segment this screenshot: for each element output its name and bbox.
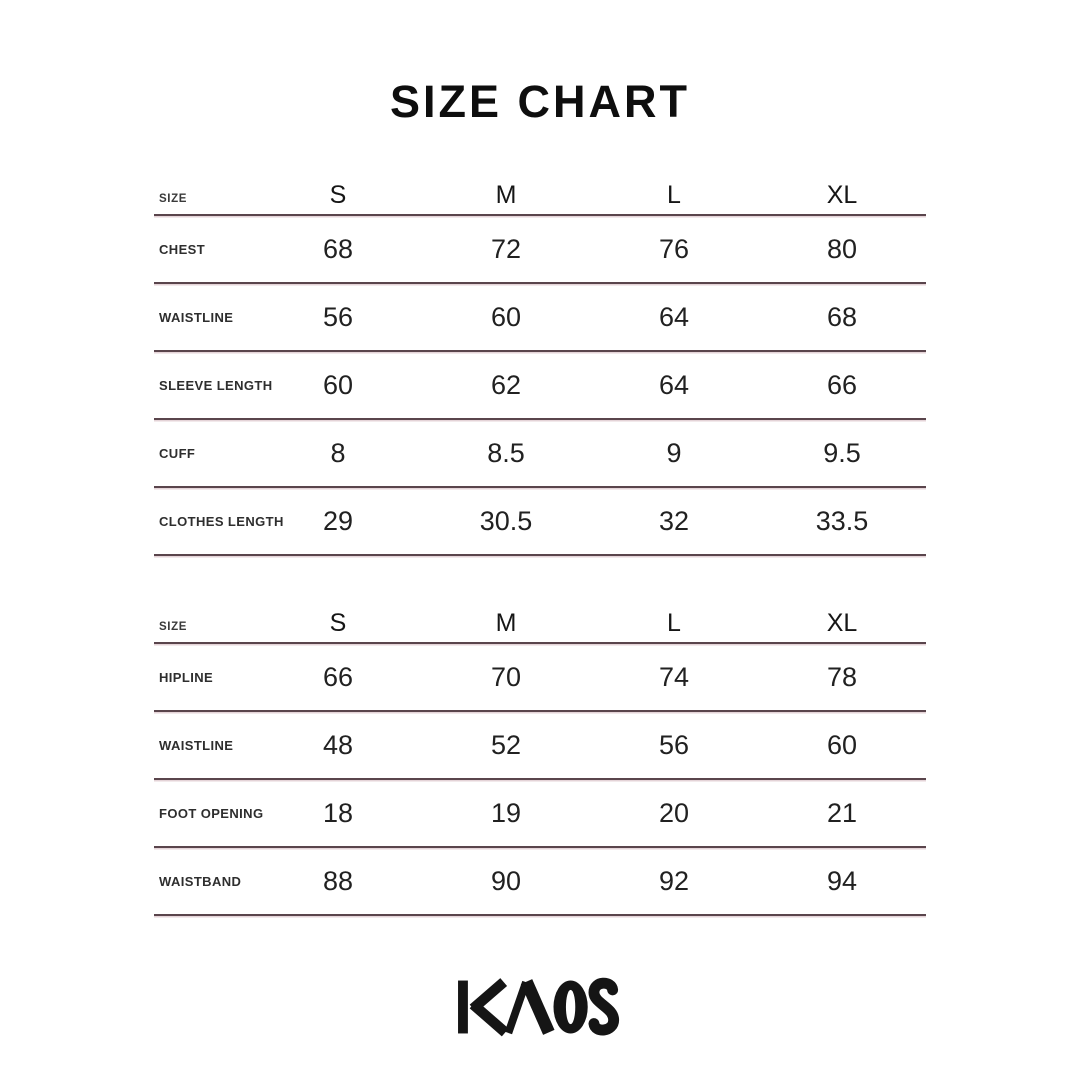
table-row-foot-opening: FOOT OPENING 18 19 20 21 bbox=[154, 780, 926, 848]
table-row-waistband: WAISTBAND 88 90 92 94 bbox=[154, 848, 926, 916]
column-header-xl: XL bbox=[826, 609, 858, 637]
cell-value: 74 bbox=[658, 661, 690, 692]
row-label: CHEST bbox=[159, 241, 206, 257]
cell-value: 64 bbox=[658, 301, 690, 332]
cell-value: 62 bbox=[490, 369, 522, 400]
cell-value: 66 bbox=[826, 369, 858, 400]
cell-value: 32 bbox=[658, 505, 690, 536]
cell-value: 78 bbox=[826, 661, 858, 692]
cell-value: 70 bbox=[490, 661, 522, 692]
table-row-hipline: HIPLINE 66 70 74 78 bbox=[154, 644, 926, 712]
column-header-l: L bbox=[667, 609, 681, 637]
cell-value: 19 bbox=[490, 797, 522, 828]
cell-value: 8 bbox=[330, 437, 346, 468]
page-title: SIZE CHART bbox=[390, 76, 690, 127]
row-label: WAISTLINE bbox=[159, 309, 234, 325]
row-label: WAISTLINE bbox=[159, 737, 234, 753]
column-header-l: L bbox=[667, 181, 681, 209]
size-column-label: SIZE bbox=[159, 193, 187, 205]
cell-value: 60 bbox=[490, 301, 522, 332]
table-row-cuff: CUFF 8 8.5 9 9.5 bbox=[154, 420, 926, 488]
table-row-clothes-length: CLOTHES LENGTH 29 30.5 32 33.5 bbox=[154, 488, 926, 556]
kaos-logo-icon bbox=[458, 977, 620, 1037]
cell-value: 9 bbox=[666, 437, 682, 468]
cell-value: 80 bbox=[826, 233, 858, 264]
cell-value: 18 bbox=[322, 797, 354, 828]
row-label: CUFF bbox=[159, 445, 196, 461]
table-header-row: SIZE S M L XL bbox=[154, 598, 926, 644]
cell-value: 52 bbox=[490, 729, 522, 760]
cell-value: 66 bbox=[322, 661, 354, 692]
cell-value: 56 bbox=[322, 301, 354, 332]
cell-value: 21 bbox=[826, 797, 858, 828]
row-label: CLOTHES LENGTH bbox=[159, 513, 284, 529]
row-label: FOOT OPENING bbox=[159, 805, 264, 821]
cell-value: 56 bbox=[658, 729, 690, 760]
table-row-waistline: WAISTLINE 56 60 64 68 bbox=[154, 284, 926, 352]
column-header-s: S bbox=[329, 609, 347, 637]
column-header-xl: XL bbox=[826, 181, 858, 209]
cell-value: 48 bbox=[322, 729, 354, 760]
table-header-row: SIZE S M L XL bbox=[154, 170, 926, 216]
cell-value: 88 bbox=[322, 865, 354, 896]
row-label: SLEEVE LENGTH bbox=[159, 377, 273, 393]
cell-value: 60 bbox=[322, 369, 354, 400]
table-row-sleeve-length: SLEEVE LENGTH 60 62 64 66 bbox=[154, 352, 926, 420]
brand-logo: KAOS bbox=[0, 976, 1080, 1043]
row-label: HIPLINE bbox=[159, 669, 214, 685]
cell-value: 68 bbox=[322, 233, 354, 264]
table-row-waistline: WAISTLINE 48 52 56 60 bbox=[154, 712, 926, 780]
cell-value: 60 bbox=[826, 729, 858, 760]
column-header-s: S bbox=[329, 181, 347, 209]
cell-value: 92 bbox=[658, 865, 690, 896]
cell-value: 68 bbox=[826, 301, 858, 332]
cell-value: 72 bbox=[490, 233, 522, 264]
size-table-bottom: SIZE S M L XL HIPLINE 66 70 74 78 WAISTL… bbox=[154, 598, 926, 916]
cell-value: 33.5 bbox=[815, 505, 869, 536]
size-column-label: SIZE bbox=[159, 621, 187, 633]
cell-value: 94 bbox=[826, 865, 858, 896]
table-row-chest: CHEST 68 72 76 80 bbox=[154, 216, 926, 284]
cell-value: 8.5 bbox=[487, 437, 525, 468]
cell-value: 9.5 bbox=[823, 437, 861, 468]
size-table-top: SIZE S M L XL CHEST 68 72 76 80 WAISTLIN… bbox=[154, 170, 926, 556]
cell-value: 64 bbox=[658, 369, 690, 400]
cell-value: 30.5 bbox=[479, 505, 533, 536]
column-header-m: M bbox=[495, 609, 517, 637]
cell-value: 90 bbox=[490, 865, 522, 896]
cell-value: 76 bbox=[658, 233, 690, 264]
row-label: WAISTBAND bbox=[159, 873, 242, 889]
column-header-m: M bbox=[495, 181, 517, 209]
cell-value: 29 bbox=[322, 505, 354, 536]
cell-value: 20 bbox=[658, 797, 690, 828]
